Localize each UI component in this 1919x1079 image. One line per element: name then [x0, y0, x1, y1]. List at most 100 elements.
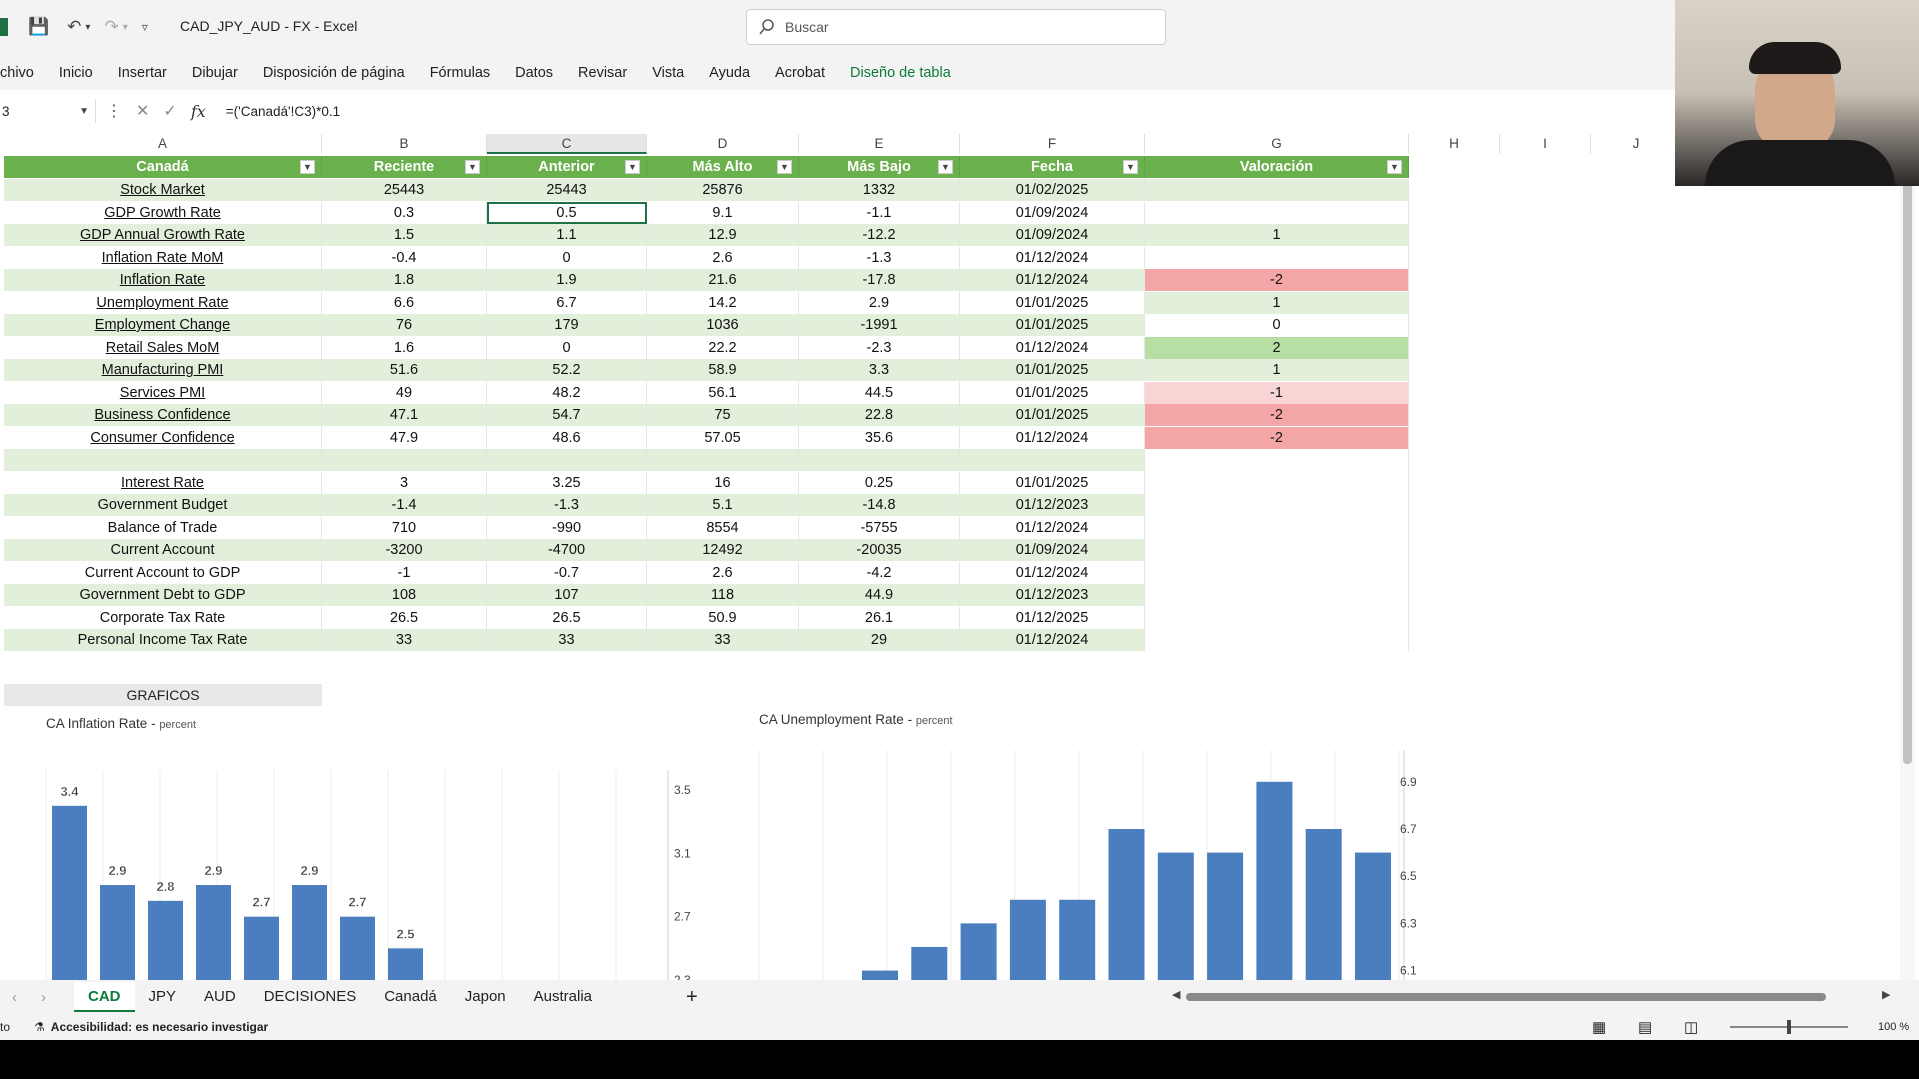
table-cell[interactable]: 1 [1145, 359, 1409, 381]
sheet-tab-australia[interactable]: Australia [533, 988, 592, 1005]
table-cell[interactable]: 47.1 [322, 404, 487, 426]
column-header-E[interactable]: E [799, 134, 960, 154]
table-cell[interactable]: 107 [487, 584, 647, 606]
table-cell[interactable]: 01/12/2024 [960, 629, 1145, 651]
table-cell[interactable]: 2.6 [647, 246, 799, 269]
zoom-thumb[interactable] [1787, 1020, 1791, 1034]
table-cell[interactable]: -17.8 [799, 269, 960, 291]
table-cell[interactable]: -1991 [799, 314, 960, 336]
table-cell[interactable]: 1.6 [322, 336, 487, 359]
table-cell[interactable]: 1036 [647, 314, 799, 336]
table-cell[interactable]: 118 [647, 584, 799, 606]
table-cell[interactable] [322, 449, 487, 471]
table-cell[interactable]: 47.9 [322, 426, 487, 449]
table-cell[interactable]: Current Account to GDP [4, 561, 322, 584]
sheet-tab-japon[interactable]: Japon [464, 988, 506, 1005]
table-cell[interactable]: Employment Change [4, 314, 322, 336]
ribbon-tab-1[interactable]: Inicio [58, 65, 93, 81]
table-cell[interactable]: 01/01/2025 [960, 314, 1145, 336]
table-cell[interactable]: -1.4 [322, 494, 487, 516]
horizontal-scrollbar[interactable]: ◀ ▶ [1172, 989, 1891, 1001]
table-cell[interactable]: 01/01/2025 [960, 291, 1145, 314]
table-cell[interactable]: 0.3 [322, 201, 487, 224]
sheet-tab-decisiones[interactable]: DECISIONES [263, 988, 357, 1005]
table-cell[interactable]: 0.5 [487, 201, 647, 224]
table-cell[interactable]: Balance of Trade [4, 516, 322, 539]
table-cell[interactable] [647, 449, 799, 471]
chevron-down-icon[interactable]: ▼ [79, 105, 89, 117]
table-cell[interactable]: -1 [322, 561, 487, 584]
header-cell[interactable]: Valoración ▼ [1145, 156, 1409, 178]
table-cell[interactable] [1145, 179, 1409, 201]
table-cell[interactable]: 01/12/2024 [960, 516, 1145, 539]
table-cell[interactable] [960, 449, 1145, 471]
table-cell[interactable] [799, 449, 960, 471]
column-header-F[interactable]: F [960, 134, 1145, 154]
table-cell[interactable]: Unemployment Rate [4, 291, 322, 314]
table-cell[interactable]: 01/02/2025 [960, 179, 1145, 201]
table-cell[interactable]: 01/09/2024 [960, 224, 1145, 246]
table-cell[interactable]: 6.7 [487, 291, 647, 314]
column-header-D[interactable]: D [647, 134, 799, 154]
table-cell[interactable]: 01/09/2024 [960, 539, 1145, 561]
table-cell[interactable]: 50.9 [647, 606, 799, 629]
table-cell[interactable]: 01/01/2025 [960, 359, 1145, 381]
filter-dropdown-icon[interactable]: ▼ [1387, 160, 1402, 174]
table-cell[interactable]: 25443 [487, 179, 647, 201]
table-cell[interactable]: 33 [487, 629, 647, 651]
table-cell[interactable]: 29 [799, 629, 960, 651]
table-cell[interactable]: 22.8 [799, 404, 960, 426]
table-cell[interactable]: -2 [1145, 426, 1409, 449]
table-cell[interactable]: 2 [1145, 336, 1409, 359]
table-cell[interactable]: 56.1 [647, 381, 799, 404]
table-cell[interactable]: Inflation Rate MoM [4, 246, 322, 269]
sheet-tab-aud[interactable]: AUD [204, 988, 236, 1005]
column-header-C[interactable]: C [487, 134, 647, 154]
customize-toolbar-icon[interactable]: ▿ [141, 20, 148, 34]
table-cell[interactable]: -2.3 [799, 336, 960, 359]
table-cell[interactable]: 01/12/2023 [960, 494, 1145, 516]
table-cell[interactable]: 54.7 [487, 404, 647, 426]
column-header-A[interactable]: A [4, 134, 322, 154]
table-cell[interactable]: 52.2 [487, 359, 647, 381]
table-cell[interactable]: 33 [322, 629, 487, 651]
ribbon-tab-3[interactable]: Dibujar [191, 65, 238, 81]
table-cell[interactable] [4, 449, 322, 471]
header-cell[interactable]: Reciente ▼ [322, 156, 487, 178]
table-cell[interactable]: 01/12/2024 [960, 336, 1145, 359]
table-cell[interactable]: 3 [322, 471, 487, 494]
table-cell[interactable]: 1.1 [487, 224, 647, 246]
ribbon-tab-9[interactable]: Ayuda [709, 65, 751, 81]
table-cell[interactable]: Retail Sales MoM [4, 336, 322, 359]
table-cell[interactable] [1145, 539, 1409, 561]
table-cell[interactable]: -1.3 [799, 246, 960, 269]
table-cell[interactable]: -4.2 [799, 561, 960, 584]
insert-function-icon[interactable]: fx [190, 101, 206, 121]
table-cell[interactable] [1145, 561, 1409, 584]
table-cell[interactable]: Inflation Rate [4, 269, 322, 291]
table-cell[interactable]: 1.9 [487, 269, 647, 291]
ribbon-tab-2[interactable]: Insertar [117, 65, 167, 81]
table-cell[interactable]: -2 [1145, 404, 1409, 426]
table-cell[interactable]: 3.25 [487, 471, 647, 494]
header-cell[interactable]: Canadá ▼ [4, 156, 322, 178]
table-cell[interactable]: 0 [487, 336, 647, 359]
redo-dropdown-icon[interactable]: ▾ [122, 21, 128, 33]
table-cell[interactable]: -12.2 [799, 224, 960, 246]
filter-dropdown-icon[interactable]: ▼ [300, 160, 315, 174]
table-cell[interactable] [1145, 606, 1409, 629]
table-cell[interactable]: 48.6 [487, 426, 647, 449]
confirm-icon[interactable]: ✓ [163, 103, 177, 120]
table-cell[interactable]: 0 [487, 246, 647, 269]
table-cell[interactable]: 16 [647, 471, 799, 494]
table-cell[interactable] [1145, 449, 1409, 471]
table-cell[interactable]: Manufacturing PMI [4, 359, 322, 381]
ribbon-tab-7[interactable]: Revisar [578, 65, 628, 81]
prev-sheet-icon[interactable]: ‹ [12, 988, 17, 1006]
sheet-tab-cad[interactable]: CAD [74, 982, 135, 1012]
accessibility-status[interactable]: Accesibilidad: es necesario investigar [50, 1020, 269, 1034]
table-cell[interactable]: GDP Annual Growth Rate [4, 224, 322, 246]
table-cell[interactable]: 25876 [647, 179, 799, 201]
ribbon-tab-8[interactable]: Vista [652, 65, 685, 81]
table-cell[interactable]: Stock Market [4, 179, 322, 201]
